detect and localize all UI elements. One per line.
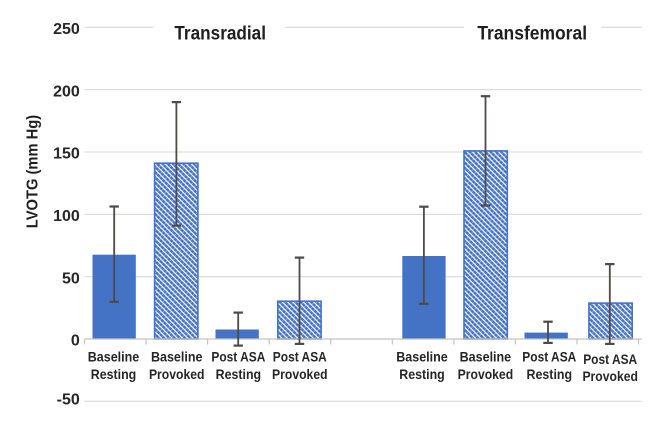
svg-text:Provoked: Provoked — [582, 368, 638, 384]
svg-text:50: 50 — [62, 270, 80, 287]
svg-text:Resting: Resting — [216, 366, 262, 382]
svg-text:Post ASA: Post ASA — [273, 349, 327, 365]
svg-text:Transfemoral: Transfemoral — [477, 23, 587, 44]
svg-text:Transradial: Transradial — [174, 23, 266, 44]
svg-text:Provoked: Provoked — [272, 366, 328, 382]
svg-text:Baseline: Baseline — [396, 349, 448, 365]
svg-text:Post ASA: Post ASA — [522, 349, 576, 365]
svg-text:LVOTG (mm Hg): LVOTG (mm Hg) — [24, 115, 41, 228]
svg-text:Baseline: Baseline — [151, 349, 203, 365]
svg-text:Resting: Resting — [399, 366, 445, 382]
svg-text:Post ASA: Post ASA — [583, 351, 637, 367]
svg-text:200: 200 — [53, 83, 80, 100]
svg-text:Provoked: Provoked — [458, 366, 514, 382]
svg-text:Resting: Resting — [527, 366, 573, 382]
svg-text:100: 100 — [53, 208, 80, 225]
svg-text:250: 250 — [53, 21, 80, 38]
svg-text:150: 150 — [53, 146, 80, 163]
svg-text:Baseline: Baseline — [88, 349, 140, 365]
svg-text:Baseline: Baseline — [460, 349, 512, 365]
svg-text:Post ASA: Post ASA — [211, 349, 265, 365]
svg-text:-50: -50 — [57, 391, 80, 408]
svg-text:0: 0 — [71, 333, 80, 350]
svg-text:Resting: Resting — [91, 366, 137, 382]
svg-text:Provoked: Provoked — [149, 366, 205, 382]
